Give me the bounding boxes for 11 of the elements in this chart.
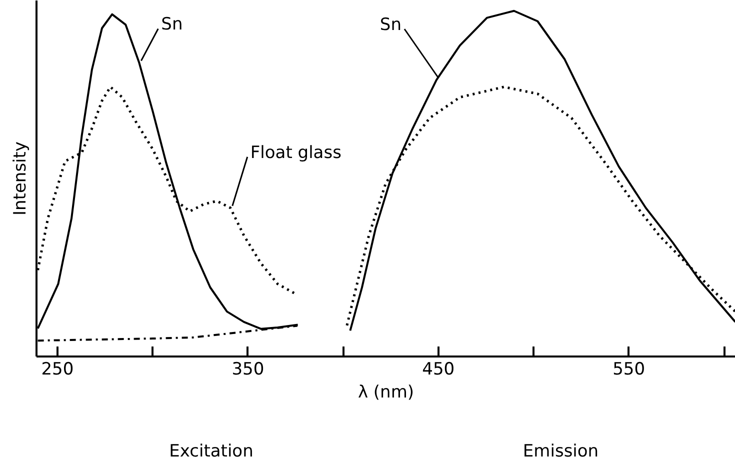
x-tick-label: 450 [422, 360, 455, 380]
annotation: Float glass [250, 142, 342, 163]
x-tick-label: 550 [612, 360, 646, 380]
x-tick-label: 250 [41, 360, 74, 380]
annotation: Sn [380, 14, 402, 35]
x-axis-title: λ (nm) [358, 382, 414, 402]
text: Emission [522, 442, 599, 462]
annotation: Sn [161, 14, 183, 35]
x-tick-label: 350 [232, 360, 264, 380]
text: Excitation [169, 442, 254, 462]
y-axis-title: Intensity [10, 141, 30, 216]
